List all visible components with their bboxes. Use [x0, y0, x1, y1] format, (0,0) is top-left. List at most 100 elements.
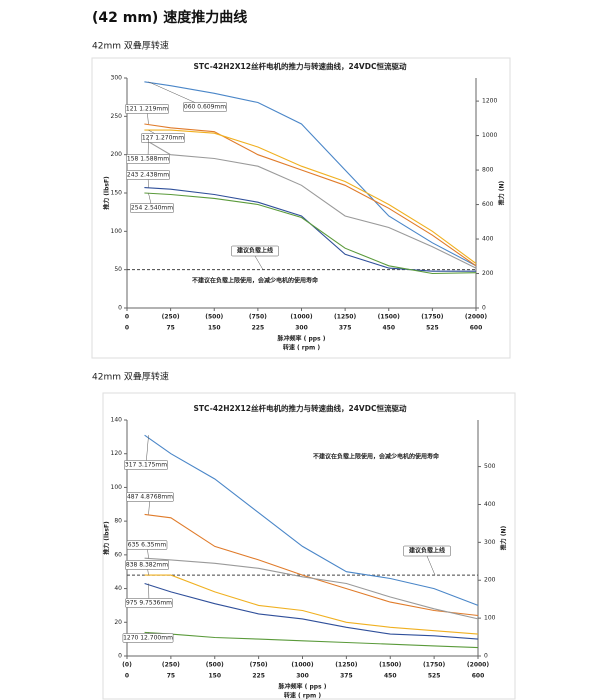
y-tick-label: 60 — [114, 551, 122, 558]
x-tick-label: (250) — [162, 662, 180, 669]
series-label: 060 0.609mm — [184, 104, 226, 111]
x-tick-label: (500) — [205, 314, 223, 321]
y2-tick-label: 1000 — [482, 132, 497, 139]
y2-tick-label: 400 — [484, 501, 496, 508]
callout-box — [130, 203, 174, 213]
y2-tick-label: 500 — [484, 463, 496, 470]
x2-tick-label: 300 — [295, 325, 308, 332]
y-tick-label: 300 — [111, 75, 123, 82]
ref-box — [403, 545, 451, 557]
callout-box — [125, 560, 169, 570]
y-tick-label: 150 — [111, 190, 123, 197]
x2-tick-label: 75 — [167, 673, 175, 680]
y-tick-label: 250 — [111, 113, 123, 120]
reference-label: 建议负载上线 — [237, 247, 273, 255]
y2-tick-label: 300 — [484, 539, 496, 546]
series-label: 487 4.8768mm — [127, 494, 173, 501]
series-line — [144, 81, 477, 267]
chart-frame — [102, 392, 516, 700]
y-tick-label: 40 — [114, 585, 122, 592]
x2-tick-label: 225 — [252, 325, 265, 332]
callout-box — [126, 170, 170, 180]
series-line — [144, 434, 479, 606]
x-axis-label: 脉冲频率 ( pps ) — [277, 335, 326, 343]
series-label: 635 6.35mm — [128, 542, 167, 549]
x-tick-label: (750) — [250, 662, 268, 669]
ref-box — [231, 245, 279, 257]
x2-tick-label: 525 — [426, 325, 439, 332]
y-tick-label: 140 — [111, 417, 123, 424]
x-tick-label: (1000) — [290, 314, 312, 321]
x2-tick-label: 0 — [125, 325, 129, 332]
x2-tick-label: 450 — [382, 325, 395, 332]
x2-tick-label: 525 — [428, 673, 441, 680]
series-line — [144, 129, 477, 264]
series-label: 243 2.438mm — [127, 172, 169, 179]
series-line — [144, 138, 477, 269]
y-tick-label: 200 — [111, 151, 123, 158]
y2-tick-label: 600 — [482, 201, 494, 208]
y-tick-label: 100 — [111, 484, 123, 491]
x-tick-label: (2000) — [467, 662, 489, 669]
series-line — [144, 513, 479, 617]
chart-title: STC-42H2X12丝杆电机的推力与转速曲线，24VDC恒流驱动 — [194, 403, 407, 413]
x2-axis-label: 转速 ( rpm ) — [283, 344, 321, 352]
callout-box — [122, 633, 174, 643]
page-title: (42 mm) 速度推力曲线 — [92, 9, 247, 26]
series-label: 1270 12.700mm — [123, 635, 173, 642]
x2-tick-label: 375 — [340, 673, 353, 680]
y-axis-label: 推力 (lbsF) — [103, 521, 111, 555]
y-tick-label: 50 — [114, 266, 122, 273]
x-axis-label: 脉冲频率 ( pps ) — [278, 683, 327, 691]
series-line — [144, 187, 476, 272]
series-label: 975 9.7536mm — [126, 600, 172, 607]
y2-tick-label: 200 — [482, 270, 494, 277]
x2-tick-label: 600 — [470, 325, 483, 332]
series-line — [144, 631, 479, 649]
x-tick-label: 0 — [125, 314, 129, 321]
y2-axis-label: 推力 (N) — [500, 525, 508, 550]
series-label: 317 3.175mm — [125, 462, 167, 469]
x2-tick-label: 600 — [472, 673, 485, 680]
x-tick-label: (500) — [206, 662, 224, 669]
x-tick-label: (1750) — [421, 314, 443, 321]
x-tick-label: (1500) — [379, 662, 401, 669]
x2-axis-label: 转速 ( rpm ) — [284, 692, 322, 700]
series-line — [144, 574, 479, 635]
x2-tick-label: 450 — [384, 673, 397, 680]
x2-tick-label: 225 — [252, 673, 265, 680]
y2-tick-label: 400 — [482, 236, 494, 243]
x-tick-label: (1250) — [334, 314, 356, 321]
y-tick-label: 0 — [118, 305, 122, 312]
series-line — [144, 557, 479, 620]
y2-tick-label: 0 — [482, 305, 486, 312]
x-tick-label: (750) — [249, 314, 267, 321]
x-tick-label: (1250) — [335, 662, 357, 669]
series-label: 127 1.270mm — [142, 135, 184, 142]
y2-tick-label: 100 — [484, 615, 496, 622]
callout-leader — [145, 435, 149, 466]
x-tick-label: (1500) — [378, 314, 400, 321]
y2-tick-label: 0 — [484, 653, 488, 660]
y2-tick-label: 800 — [482, 167, 494, 174]
ref-leader — [254, 255, 264, 270]
y2-axis-label: 推力 (N) — [498, 180, 506, 205]
callout-box — [126, 540, 168, 550]
x2-tick-label: 150 — [208, 325, 221, 332]
callout-box — [125, 598, 173, 608]
series-label: 838 8.382mm — [126, 562, 168, 569]
callout-box — [124, 460, 168, 470]
section-title: 42mm 双叠厚转速 — [92, 40, 169, 52]
callout-box — [126, 492, 174, 502]
x2-tick-label: 300 — [296, 673, 309, 680]
x2-tick-label: 150 — [208, 673, 221, 680]
series-line — [144, 123, 477, 267]
section-title: 42mm 双叠厚转速 — [92, 371, 169, 383]
chart-frame — [91, 57, 511, 359]
callout-box — [183, 102, 227, 112]
x-tick-label: (250) — [162, 314, 180, 321]
callout-box — [141, 133, 185, 143]
series-line — [144, 582, 479, 640]
callout-box — [126, 154, 170, 164]
y-tick-label: 20 — [114, 619, 122, 626]
